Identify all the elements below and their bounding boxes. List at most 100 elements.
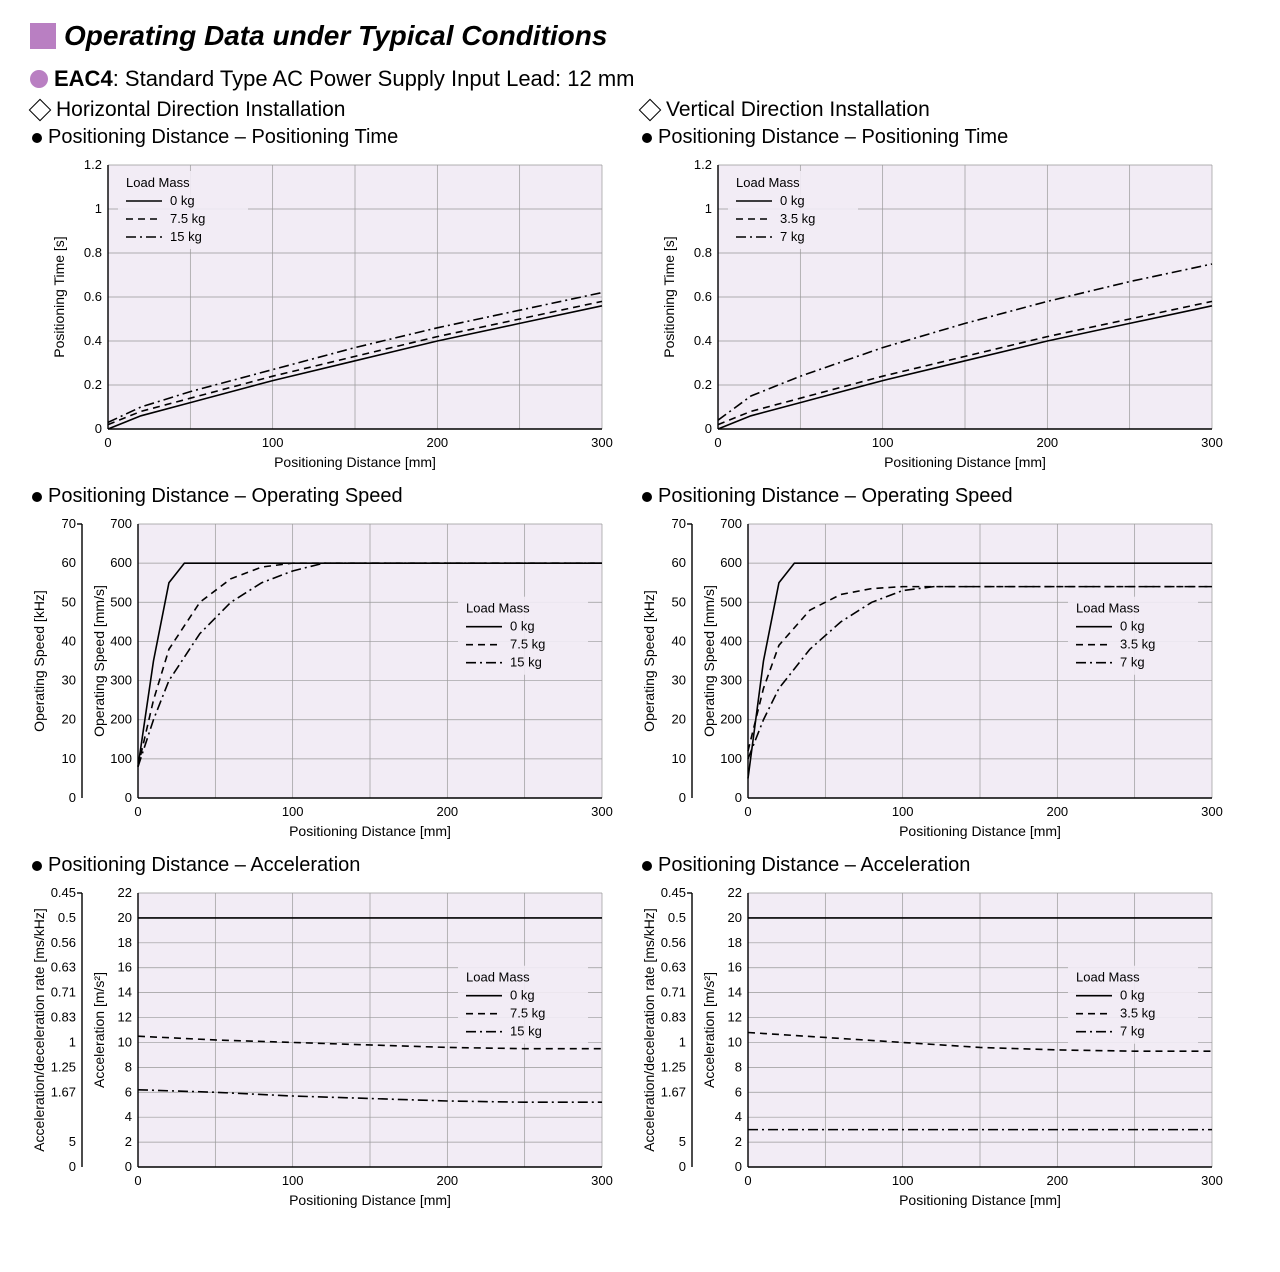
svg-text:7.5 kg: 7.5 kg <box>510 1006 545 1021</box>
svg-text:0: 0 <box>744 1173 751 1188</box>
bullet-icon <box>32 133 42 143</box>
svg-text:15 kg: 15 kg <box>510 1024 542 1039</box>
svg-text:Acceleration/deceleration rate: Acceleration/deceleration rate [ms/kHz] <box>31 908 47 1152</box>
svg-text:0.5: 0.5 <box>58 910 76 925</box>
main-title: Operating Data under Typical Conditions <box>30 20 1250 52</box>
svg-text:0.56: 0.56 <box>51 935 76 950</box>
svg-text:5: 5 <box>69 1134 76 1149</box>
svg-text:Load Mass: Load Mass <box>466 970 530 985</box>
svg-text:1.2: 1.2 <box>694 157 712 172</box>
column-right: Vertical Direction Installation Position… <box>640 98 1250 1219</box>
chart-time-left: Positioning Distance – Positioning Time 0… <box>30 126 640 481</box>
subtitle-model: EAC4 <box>54 66 113 92</box>
svg-text:Positioning Distance [mm]: Positioning Distance [mm] <box>899 823 1061 839</box>
svg-text:1.67: 1.67 <box>661 1084 686 1099</box>
diamond-icon <box>639 99 662 122</box>
svg-text:1.2: 1.2 <box>84 157 102 172</box>
column-left: Horizontal Direction Installation Positi… <box>30 98 640 1219</box>
svg-text:22: 22 <box>728 885 742 900</box>
svg-text:14: 14 <box>118 985 132 1000</box>
subtitle: EAC4 : Standard Type AC Power Supply Inp… <box>30 66 1250 92</box>
svg-text:1.25: 1.25 <box>661 1059 686 1074</box>
svg-text:100: 100 <box>282 804 304 819</box>
svg-text:0.8: 0.8 <box>694 245 712 260</box>
chart-time-right-title-text: Positioning Distance – Positioning Time <box>658 126 1008 149</box>
svg-text:40: 40 <box>672 633 686 648</box>
svg-text:0: 0 <box>69 1159 76 1174</box>
svg-text:300: 300 <box>1201 435 1223 450</box>
svg-text:0: 0 <box>95 421 102 436</box>
svg-text:0: 0 <box>744 804 751 819</box>
svg-text:1: 1 <box>95 201 102 216</box>
svg-text:6: 6 <box>125 1084 132 1099</box>
chart-time-right: Positioning Distance – Positioning Time 0… <box>640 126 1250 481</box>
diamond-icon <box>29 99 52 122</box>
svg-text:300: 300 <box>1201 804 1223 819</box>
svg-text:0.83: 0.83 <box>51 1010 76 1025</box>
svg-text:0.83: 0.83 <box>661 1010 686 1025</box>
svg-text:40: 40 <box>62 633 76 648</box>
chart-time-left-title-text: Positioning Distance – Positioning Time <box>48 126 398 149</box>
svg-text:Positioning Distance [mm]: Positioning Distance [mm] <box>899 1192 1061 1208</box>
svg-text:Operating Speed [kHz]: Operating Speed [kHz] <box>641 590 657 732</box>
svg-text:0: 0 <box>134 804 141 819</box>
svg-text:Positioning Time [s]: Positioning Time [s] <box>51 236 67 357</box>
chart-accel-left-title-text: Positioning Distance – Acceleration <box>48 854 360 877</box>
svg-text:0: 0 <box>125 790 132 805</box>
bullet-icon <box>642 133 652 143</box>
svg-text:60: 60 <box>62 555 76 570</box>
square-icon <box>30 23 56 49</box>
svg-text:1.25: 1.25 <box>51 1059 76 1074</box>
svg-text:Acceleration/deceleration rate: Acceleration/deceleration rate [ms/kHz] <box>641 908 657 1152</box>
svg-text:Operating Speed [kHz]: Operating Speed [kHz] <box>31 590 47 732</box>
svg-text:18: 18 <box>728 935 742 950</box>
svg-text:Positioning Distance [mm]: Positioning Distance [mm] <box>884 454 1046 470</box>
svg-text:0: 0 <box>69 790 76 805</box>
svg-text:5: 5 <box>679 1134 686 1149</box>
svg-text:0.6: 0.6 <box>84 289 102 304</box>
svg-text:12: 12 <box>118 1010 132 1025</box>
svg-text:7.5 kg: 7.5 kg <box>510 637 545 652</box>
svg-text:0 kg: 0 kg <box>1120 988 1145 1003</box>
svg-text:100: 100 <box>892 804 914 819</box>
chart-speed-left-title: Positioning Distance – Operating Speed <box>32 485 640 508</box>
svg-text:200: 200 <box>426 435 448 450</box>
svg-text:4: 4 <box>125 1109 132 1124</box>
svg-text:500: 500 <box>110 594 132 609</box>
svg-text:0 kg: 0 kg <box>780 193 805 208</box>
svg-text:100: 100 <box>282 1173 304 1188</box>
chart-accel-left: Positioning Distance – Acceleration01002… <box>30 854 640 1219</box>
svg-text:7.5 kg: 7.5 kg <box>170 211 205 226</box>
svg-text:100: 100 <box>110 751 132 766</box>
svg-text:3.5 kg: 3.5 kg <box>1120 637 1155 652</box>
chart-accel-right-title: Positioning Distance – Acceleration <box>642 854 1250 877</box>
svg-text:300: 300 <box>1201 1173 1223 1188</box>
svg-text:1.67: 1.67 <box>51 1084 76 1099</box>
svg-text:Operating Speed [mm/s]: Operating Speed [mm/s] <box>701 585 717 737</box>
svg-text:300: 300 <box>720 673 742 688</box>
svg-text:16: 16 <box>728 960 742 975</box>
svg-text:10: 10 <box>118 1034 132 1049</box>
svg-text:Operating Speed [mm/s]: Operating Speed [mm/s] <box>91 585 107 737</box>
svg-text:10: 10 <box>672 751 686 766</box>
svg-text:Load Mass: Load Mass <box>1076 970 1140 985</box>
svg-text:20: 20 <box>672 712 686 727</box>
svg-text:0.2: 0.2 <box>84 377 102 392</box>
svg-text:12: 12 <box>728 1010 742 1025</box>
svg-text:300: 300 <box>591 1173 613 1188</box>
chart-accel-right: Positioning Distance – Acceleration01002… <box>640 854 1250 1219</box>
chart-time-left-title: Positioning Distance – Positioning Time <box>32 126 640 149</box>
svg-text:20: 20 <box>728 910 742 925</box>
svg-text:8: 8 <box>125 1059 132 1074</box>
svg-text:0.71: 0.71 <box>51 985 76 1000</box>
svg-text:0: 0 <box>735 1159 742 1174</box>
svg-text:Load Mass: Load Mass <box>126 175 190 190</box>
svg-text:1: 1 <box>69 1034 76 1049</box>
svg-text:200: 200 <box>720 712 742 727</box>
section-title-left: Horizontal Direction Installation <box>30 98 640 122</box>
svg-text:14: 14 <box>728 985 742 1000</box>
svg-text:Positioning Distance [mm]: Positioning Distance [mm] <box>289 1192 451 1208</box>
bullet-icon <box>642 492 652 502</box>
svg-text:0.45: 0.45 <box>661 885 686 900</box>
svg-text:500: 500 <box>720 594 742 609</box>
